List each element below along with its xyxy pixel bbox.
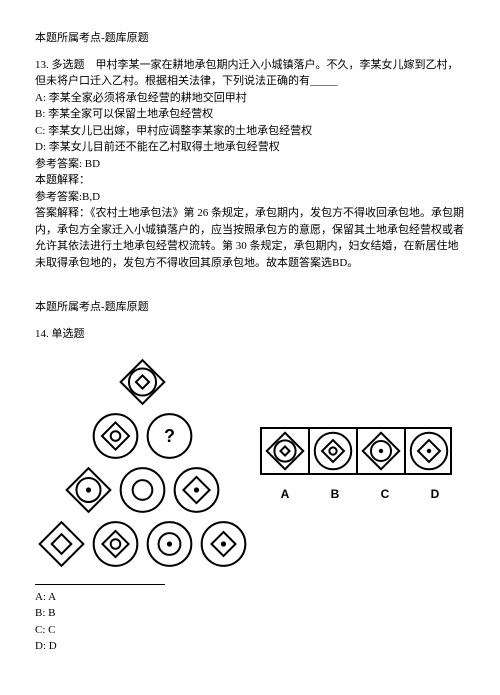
q13-explain-text: 答案解释：《农村土地承包法》第 26 条规定，承包期内，发包方不得收回承包地。承…	[35, 205, 465, 271]
svg-text:?: ?	[164, 426, 175, 446]
opt-letter-d: D	[431, 485, 440, 503]
figure-row: ? A B C D	[35, 352, 465, 578]
divider	[35, 584, 165, 585]
q13-option-a: A: 李某全家必须将承包经营的耕地交回甲村	[35, 90, 465, 107]
opt-letter-c: C	[381, 485, 390, 503]
question-14: 14. 单选题 ? A B C D A: A B: B C: C D: D	[35, 326, 465, 655]
q14-option-d: D: D	[35, 638, 465, 655]
q14-option-c: C: C	[35, 622, 465, 639]
q13-ref-answer-2: 参考答案:B,D	[35, 189, 465, 206]
q14-option-a: A: A	[35, 589, 465, 606]
q13-option-d: D: 李某女儿目前还不能在乙村取得土地承包经营权	[35, 139, 465, 156]
pyramid-figure: ?	[35, 352, 250, 578]
question-13: 13. 多选题 甲村李某一家在耕地承包期内迁入小城镇落户。不久，李某女儿嫁到乙村…	[35, 57, 465, 272]
section-label-1: 本题所属考点-题库原题	[35, 30, 465, 47]
q14-answer-list: A: A B: B C: C D: D	[35, 589, 465, 655]
q13-stem: 13. 多选题 甲村李某一家在耕地承包期内迁入小城镇落户。不久，李某女儿嫁到乙村…	[35, 57, 465, 90]
q13-explain-label: 本题解释：	[35, 172, 465, 189]
opt-letter-a: A	[281, 485, 290, 503]
q14-option-b: B: B	[35, 605, 465, 622]
options-figure: A B C D	[260, 427, 460, 503]
q13-option-c: C: 李某女儿已出嫁，甲村应调整李某家的土地承包经营权	[35, 123, 465, 140]
opt-letter-b: B	[331, 485, 340, 503]
section-label-2: 本题所属考点-题库原题	[35, 299, 465, 316]
q13-option-b: B: 李某全家可以保留土地承包经营权	[35, 106, 465, 123]
q14-stem: 14. 单选题	[35, 326, 465, 343]
q13-ref-answer: 参考答案: BD	[35, 156, 465, 173]
